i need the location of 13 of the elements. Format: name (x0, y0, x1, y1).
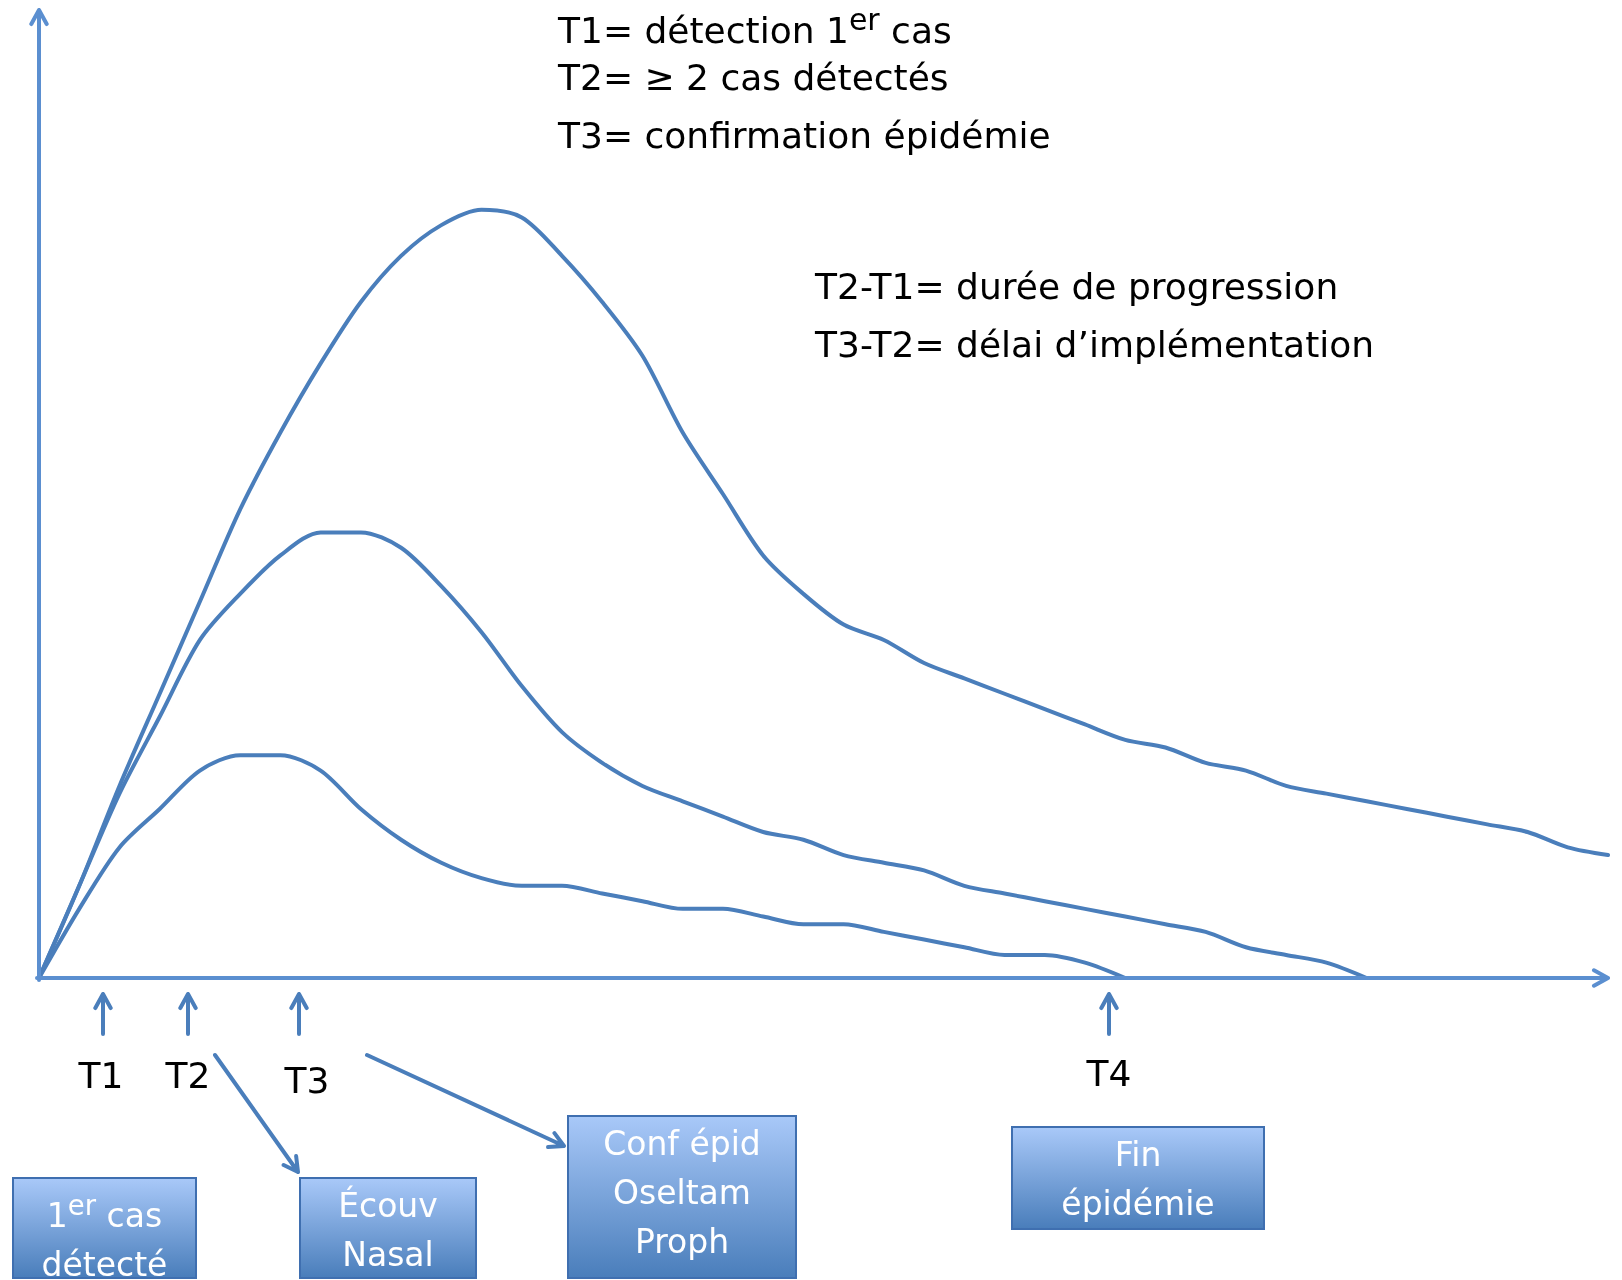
annotation: T2-T1= durée de progression (815, 266, 1339, 307)
text: T3 (284, 1060, 330, 1101)
text: T1= détection 1$^{er}$ cas (558, 1, 952, 51)
callout-box: Conf épid Oseltam Proph (567, 1115, 797, 1279)
text: T3= confirmation épidémie (558, 115, 1051, 156)
callout-box: Fin épidémie (1011, 1126, 1265, 1230)
annotation: T3-T2= délai d’implémentation (815, 324, 1375, 365)
text: T1 (78, 1055, 124, 1096)
text: T2 (165, 1055, 211, 1096)
callout-box: 1$^{er}$ cas détecté (12, 1177, 197, 1279)
text: T2= ≥ 2 cas détectés (558, 57, 949, 98)
text: T4 (1086, 1053, 1132, 1094)
callout-box: Écouv Nasal (299, 1177, 477, 1279)
